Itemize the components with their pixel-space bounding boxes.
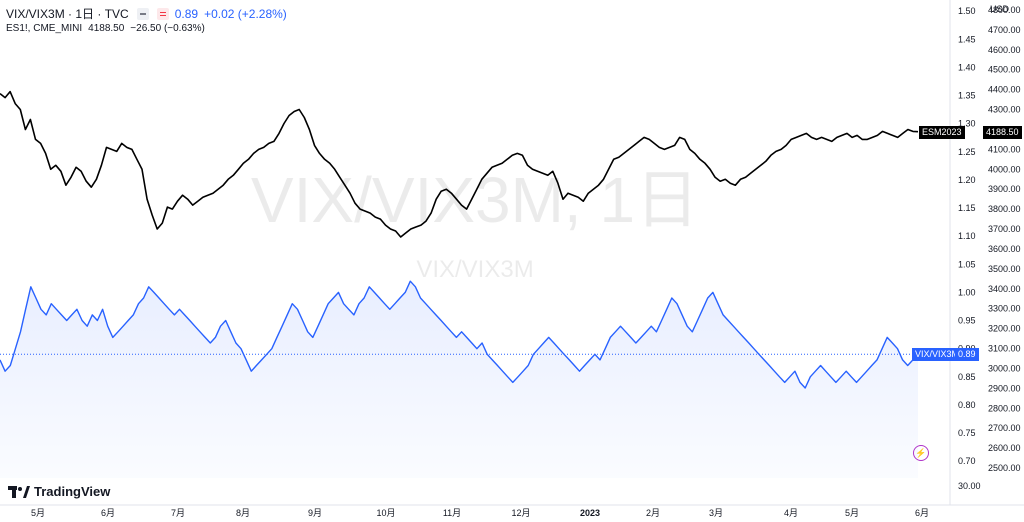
usd-tick-label: 4500.00 xyxy=(988,65,1021,75)
usd-tick-label: 4100.00 xyxy=(988,144,1021,154)
time-tick-label: 9月 xyxy=(308,508,322,518)
ratio-tick-label: 1.25 xyxy=(958,147,976,157)
es-series xyxy=(0,90,919,238)
currency-label[interactable]: USD xyxy=(990,4,1010,14)
usd-tick-label: 3900.00 xyxy=(988,184,1021,194)
ratio-tick-label: 1.35 xyxy=(958,91,976,101)
compare-change: −26.50 (−0.63%) xyxy=(130,23,205,34)
usd-tick-label: 4600.00 xyxy=(988,45,1021,55)
main-change: +0.02 (+2.28%) xyxy=(204,6,287,21)
time-tick-label: 6月 xyxy=(101,508,115,518)
time-tick-label: 3月 xyxy=(709,508,723,518)
ratio-tick-label: 1.30 xyxy=(958,119,976,129)
compare-legend: ES1!, CME_MINI 4188.50 −26.50 (−0.63%) xyxy=(6,23,205,34)
usd-tick-label: 3500.00 xyxy=(988,264,1021,274)
ratio-series-label: VIX/VIX3M xyxy=(912,348,963,362)
time-tick-label: 11月 xyxy=(443,508,461,518)
tradingview-logo[interactable]: TradingView xyxy=(8,484,110,499)
ratio-tick-label: 0.75 xyxy=(958,428,976,438)
ratio-tick-label: 1.00 xyxy=(958,287,976,297)
ratio-tick-label: 1.15 xyxy=(958,203,976,213)
ratio-tick-label: 1.50 xyxy=(958,6,976,16)
ratio-tick-label: 1.10 xyxy=(958,231,976,241)
usd-tick-label: 3100.00 xyxy=(988,344,1021,354)
compare-last-price: 4188.50 xyxy=(88,23,125,34)
right-price-axis[interactable]: 1.50 1.45 1.40 1.35 1.30 1.25 1.20 1.15 1.10 1.05… xyxy=(0,0,1024,506)
usd-tick-label: 4800.00 xyxy=(988,5,1021,15)
time-tick-label: 7月 xyxy=(171,508,185,518)
ratio-line xyxy=(0,280,919,389)
brand-name: TradingView xyxy=(34,484,111,499)
compare-symbol[interactable]: ES1!, CME_MINI xyxy=(6,23,83,34)
usd-tick-label: 4400.00 xyxy=(988,85,1021,95)
ratio-tick-label: 0.80 xyxy=(958,400,976,410)
ratio-tick-label: 1.40 xyxy=(958,62,976,72)
time-tick-label: 8月 xyxy=(236,508,250,518)
ratio-tick-label: 1.20 xyxy=(958,175,976,185)
usd-tick-label: 4000.00 xyxy=(988,164,1021,174)
ratio-tick-label: 1.05 xyxy=(958,259,976,269)
axis-bottom-value: 30.00 xyxy=(958,481,981,491)
ratio-tick-label: 0.85 xyxy=(958,372,976,382)
watermark-title: VIX/VIX3M, 1日 xyxy=(251,164,699,236)
ratio-series xyxy=(0,280,950,389)
es-price-tag: 4188.50 xyxy=(983,125,1022,139)
main-legend: VIX/VIX3M · 1日 · TVC 0.89 +0.02 (+2.28%) xyxy=(6,5,287,22)
usd-tick-label: 2900.00 xyxy=(988,383,1021,393)
ratio-price-tag: 0.89 xyxy=(955,348,979,362)
usd-tick-label: 3600.00 xyxy=(988,244,1021,254)
ratio-tick-label: 1.45 xyxy=(958,34,976,44)
usd-tick-label: 3800.00 xyxy=(988,204,1021,214)
ratio-tick-label: 0.70 xyxy=(958,456,976,466)
usd-tick-label: 3400.00 xyxy=(988,284,1021,294)
usd-tick-label: 3200.00 xyxy=(988,324,1021,334)
es-series-label: ESM2023 xyxy=(919,125,965,139)
usd-tick-label: 3700.00 xyxy=(988,224,1021,234)
time-tick-label: 10月 xyxy=(376,508,395,518)
time-axis[interactable]: 5月 6月 7月 8月 9月 10月 11月 12月 2023 2月 3月 4月 5月 6月 xyxy=(31,508,929,518)
usd-tick-label: 2800.00 xyxy=(988,403,1021,413)
ratio-area-fill xyxy=(0,281,918,478)
main-symbol[interactable]: VIX/VIX3M · 1日 · TVC xyxy=(6,7,129,21)
main-last-price: 0.89 xyxy=(174,6,199,21)
ratio-tick-label: 0.95 xyxy=(958,316,976,326)
tradingview-mark-icon xyxy=(8,485,30,498)
time-tick-label: 6月 xyxy=(915,508,929,518)
time-tick-label: 12月 xyxy=(511,508,530,518)
usd-tick-label: 3300.00 xyxy=(988,304,1021,314)
time-tick-label: 2月 xyxy=(646,508,660,518)
es-line xyxy=(0,90,919,238)
time-tick-label: 2023 xyxy=(580,508,600,518)
watermark-subtitle: VIX/VIX3M xyxy=(416,256,533,283)
lightning-icon[interactable]: ⚡ xyxy=(913,445,929,461)
usd-tick-label: 3000.00 xyxy=(988,363,1021,373)
usd-tick-label: 4300.00 xyxy=(988,105,1021,115)
ratio-area xyxy=(0,281,918,478)
time-tick-label: 4月 xyxy=(784,508,798,518)
hide-icon[interactable] xyxy=(136,7,149,20)
usd-tick-label: 2600.00 xyxy=(988,443,1021,453)
usd-tick-label: 4700.00 xyxy=(988,25,1021,35)
remove-icon[interactable] xyxy=(156,7,169,20)
time-tick-label: 5月 xyxy=(845,508,859,518)
usd-tick-label: 2700.00 xyxy=(988,423,1021,433)
usd-tick-label: 2500.00 xyxy=(988,463,1021,473)
time-tick-label: 5月 xyxy=(31,508,45,518)
